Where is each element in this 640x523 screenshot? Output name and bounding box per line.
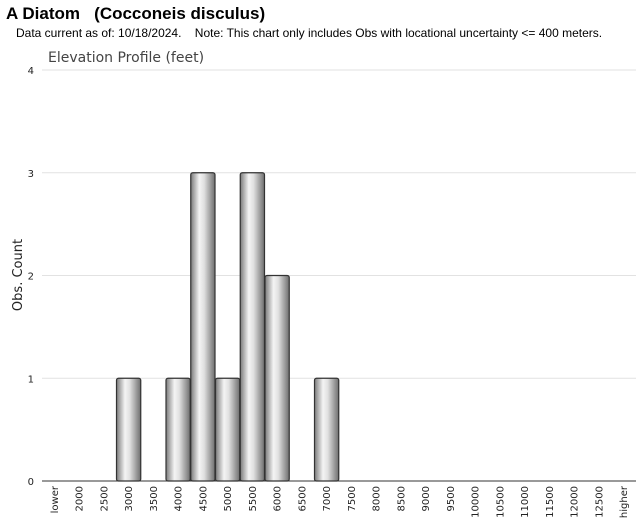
bar [214,377,241,482]
page-subtitle: Data current as of: 10/18/2024. Note: Th… [16,26,603,40]
bar [264,274,290,482]
x-tick-label: 3000 [124,486,135,511]
y-tick-label: 3 [28,169,34,180]
x-tick-label: 4000 [174,486,185,511]
bar [165,377,191,482]
y-axis-label: Obs. Count [11,239,26,311]
x-tick-label: 12500 [594,486,605,518]
bar [313,377,340,482]
bar [239,172,266,482]
x-tick-label: 8500 [396,486,407,511]
x-tick-label: 4500 [198,486,209,511]
x-tick-label: 7500 [347,486,358,511]
bar [115,377,142,482]
x-tick-label: 12000 [570,486,581,518]
x-tick-label: 8000 [372,486,383,511]
bar [190,172,216,482]
x-tick-label: 5500 [248,486,259,511]
chart-title: Elevation Profile (feet) [48,50,204,66]
x-tick-label: 10500 [495,486,506,518]
x-tick-label: 2500 [99,486,110,511]
x-tick-label: 11500 [545,486,556,518]
x-tick-label: 2000 [75,486,86,511]
x-tick-label: 11000 [520,486,531,518]
x-tick-label: lower [50,485,61,513]
x-tick-label: 6500 [297,486,308,511]
y-tick-label: 0 [28,477,34,488]
x-tick-label: 9000 [421,486,432,511]
x-tick-label: 7000 [322,486,333,511]
x-tick-label: 9500 [446,486,457,511]
x-tick-label: 5000 [223,486,234,511]
y-tick-label: 4 [28,66,34,77]
y-tick-label: 1 [28,374,34,385]
x-tick-label: 6000 [273,486,284,511]
x-tick-label: 3500 [149,486,160,511]
x-tick-label: higher [619,485,630,518]
page-title: A Diatom (Cocconeis disculus) [6,4,266,23]
y-tick-label: 2 [28,272,34,283]
x-tick-label: 10000 [471,486,482,518]
